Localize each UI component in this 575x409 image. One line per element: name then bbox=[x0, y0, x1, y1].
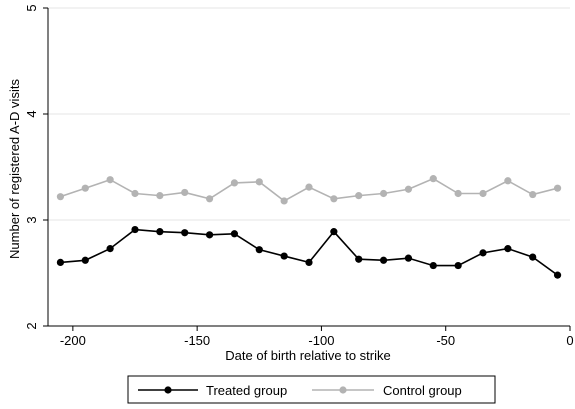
control-group-point bbox=[181, 188, 189, 197]
treated-group-point bbox=[56, 258, 65, 266]
treated-group-point bbox=[454, 261, 462, 270]
legend: Treated group Control group bbox=[127, 375, 496, 404]
treated-group-point bbox=[379, 256, 388, 264]
control-group-point bbox=[529, 190, 537, 199]
control-group-point bbox=[280, 197, 288, 205]
series-layer bbox=[56, 175, 562, 279]
grid-lines bbox=[48, 7, 570, 327]
control-group-point bbox=[355, 192, 363, 200]
control-group-point bbox=[230, 179, 239, 187]
y-tick-label: 5 bbox=[24, 4, 39, 11]
control-group-point bbox=[305, 183, 313, 191]
x-tick-label: -150 bbox=[184, 333, 210, 348]
control-group-point bbox=[205, 195, 214, 203]
legend-control-group-marker bbox=[339, 386, 347, 394]
control-group-point bbox=[330, 195, 338, 203]
axes: 2 3 4 5 -200 -150 -100 -50 0 bbox=[24, 4, 574, 348]
x-tick-label: -200 bbox=[60, 333, 86, 348]
x-axis-title: Date of birth relative to strike bbox=[225, 348, 390, 363]
treated-group-point bbox=[330, 228, 338, 236]
treated-group-point bbox=[553, 271, 562, 279]
control-group-point bbox=[255, 178, 263, 186]
control-group-point bbox=[156, 192, 164, 200]
treated-group-point bbox=[355, 255, 363, 263]
treated-group-point bbox=[156, 228, 164, 236]
x-tick-label: 0 bbox=[566, 333, 573, 348]
treated-group-point bbox=[205, 231, 214, 239]
control-group-point bbox=[454, 189, 462, 198]
treated-group-point bbox=[81, 256, 89, 264]
control-group-point bbox=[553, 184, 562, 192]
control-group-point bbox=[479, 189, 487, 198]
treated-group-point bbox=[131, 225, 139, 234]
treated-group-point bbox=[504, 245, 512, 253]
y-tick-label: 2 bbox=[24, 322, 39, 329]
y-axis-title: Number of registered A-D visits bbox=[7, 79, 22, 259]
treated-group-point bbox=[280, 252, 288, 260]
legend-control-group-label: Control group bbox=[383, 383, 462, 398]
control-group-point bbox=[56, 193, 65, 201]
treated-group-point bbox=[529, 253, 537, 261]
y-tick-label: 4 bbox=[24, 110, 39, 117]
x-tick-label: -50 bbox=[436, 333, 455, 348]
legend-treated-group-label: Treated group bbox=[206, 383, 287, 398]
y-tick-label: 3 bbox=[24, 216, 39, 223]
treated-group-point bbox=[305, 258, 313, 266]
control-group-point bbox=[429, 175, 437, 183]
legend-treated-group-marker bbox=[164, 386, 172, 394]
treated-group-point bbox=[230, 230, 239, 238]
control-group-point bbox=[404, 185, 413, 193]
control-group-point bbox=[81, 184, 89, 192]
treated-group-point bbox=[255, 246, 263, 254]
treated-group-point bbox=[106, 245, 114, 253]
treated-group-point bbox=[429, 261, 437, 270]
treated-group-point bbox=[181, 229, 189, 237]
treated-group-point bbox=[479, 249, 487, 257]
treated-group-point bbox=[404, 254, 413, 262]
control-group-point bbox=[504, 177, 512, 185]
x-tick-label: -100 bbox=[308, 333, 334, 348]
control-group-point bbox=[106, 176, 114, 184]
control-group-point bbox=[131, 189, 139, 198]
control-group-point bbox=[379, 189, 388, 198]
